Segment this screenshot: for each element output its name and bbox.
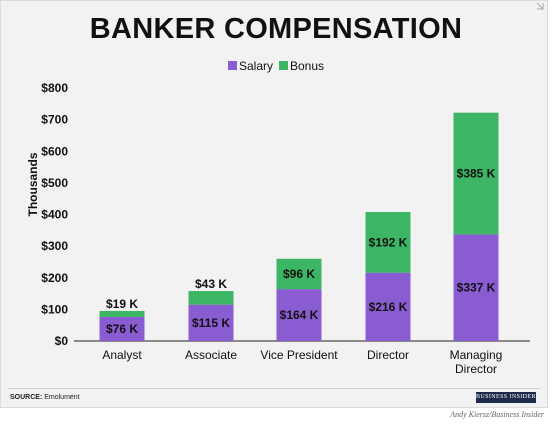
chart-title: BANKER COMPENSATION [90, 13, 463, 45]
y-tick-label: $700 [41, 113, 68, 127]
y-axis-label: Thousands [26, 152, 40, 216]
bar-group: $164 K $96 K [276, 258, 322, 341]
bar-bonus [276, 258, 322, 290]
legend-swatch-salary [228, 61, 237, 70]
legend-label-salary: Salary [239, 59, 273, 73]
data-label-salary: $337 K [457, 281, 496, 295]
bar-bonus [188, 291, 234, 305]
x-tick-label: Director [455, 362, 497, 376]
bar-salary [188, 304, 234, 341]
data-label-salary: $164 K [280, 308, 319, 322]
x-tick-label: Associate [185, 348, 237, 362]
bar-salary [453, 234, 499, 341]
bar-bonus [99, 310, 145, 317]
source-text: Emolument [44, 394, 80, 401]
footer-divider [8, 388, 540, 389]
bar-bonus [365, 211, 411, 273]
y-tick-label: $100 [41, 302, 68, 316]
bar-group: $216 K $192 K [365, 211, 411, 341]
bar-salary [99, 316, 145, 341]
source-note: SOURCE: Emolument [10, 394, 80, 401]
bar-salary [276, 289, 322, 341]
bar-group: $337 K $385 K [453, 112, 499, 341]
x-tick-label: Analyst [102, 348, 142, 362]
legend-swatch-bonus [279, 61, 288, 70]
x-tick-label: Vice President [260, 348, 338, 362]
data-label-salary: $76 K [106, 322, 138, 336]
y-tick-label: $300 [41, 239, 68, 253]
x-axis: Analyst Associate Vice President Director Ma… [102, 348, 502, 376]
business-insider-logo[interactable]: BUSINESS INSIDER [476, 392, 536, 403]
x-tick-label: Managing [450, 348, 503, 362]
y-tick-label: $200 [41, 271, 68, 285]
y-tick-label: $500 [41, 176, 68, 190]
y-tick-label: $600 [41, 144, 68, 158]
data-label-bonus: $19 K [106, 297, 138, 311]
legend-label-bonus: Bonus [290, 59, 324, 73]
data-label-salary: $216 K [369, 300, 408, 314]
bar-bonus [453, 112, 499, 235]
data-label-bonus: $192 K [369, 235, 408, 249]
bar-salary [365, 272, 411, 341]
expand-icon[interactable] [536, 2, 544, 10]
data-label-bonus: $43 K [195, 277, 227, 291]
data-label-bonus: $385 K [457, 167, 496, 181]
source-label: SOURCE: [10, 394, 43, 401]
y-tick-label: $400 [41, 208, 68, 222]
x-tick-label: Director [367, 348, 409, 362]
bars: $76 K $19 K $115 K $43 K $164 K $96 K $216 K $1… [99, 112, 499, 341]
bar-group: $115 K $43 K [188, 277, 234, 341]
data-label-bonus: $96 K [283, 267, 315, 281]
legend: Salary Bonus [228, 59, 324, 73]
data-label-salary: $115 K [192, 316, 230, 330]
bar-group: $76 K $19 K [99, 297, 145, 341]
y-tick-label: $0 [55, 334, 69, 348]
y-tick-label: $800 [41, 81, 68, 95]
credit-text: Andy Kiersz/Business Insider [450, 410, 544, 419]
